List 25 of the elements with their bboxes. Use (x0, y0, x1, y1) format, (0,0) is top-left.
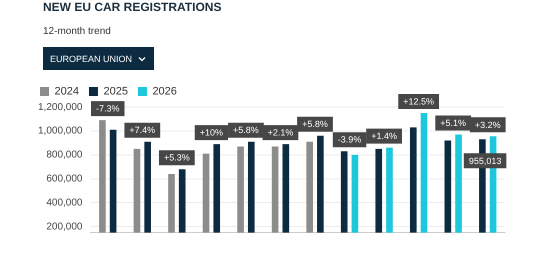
y-tick-label: 400,000 (46, 197, 83, 208)
y-tick-label: 1,000,000 (38, 126, 83, 137)
annotation: -7.3% (96, 104, 120, 114)
annotation: +10% (200, 128, 224, 138)
legend-label: 2025 (103, 86, 128, 98)
annotation: +2.1% (268, 128, 294, 138)
y-tick-label: 1,200,000 (38, 102, 83, 113)
data-label: 955,013 (468, 156, 502, 166)
chart-title: NEW EU CAR REGISTRATIONS (43, 0, 222, 14)
annotation: +5.8% (302, 119, 328, 130)
annotation: +3.2% (474, 120, 501, 130)
annotation: +5.1% (440, 118, 466, 128)
text: EUROPEAN UNION (50, 54, 132, 64)
annotation: +12.5% (403, 96, 434, 106)
y-tick-label: 200,000 (46, 221, 83, 232)
y-tick-label: 600,000 (46, 174, 83, 185)
annotation: -3.9% (338, 134, 362, 145)
legend-label: 2024 (54, 86, 79, 98)
annotation: +5.8% (233, 125, 259, 136)
annotation: +7.4% (129, 125, 156, 136)
annotation: +5.3% (164, 152, 190, 163)
annotation: +1.4% (371, 131, 397, 142)
y-tick-label: 800,000 (46, 150, 83, 161)
legend-label: 2026 (152, 86, 177, 98)
chart-subtitle: 12-month trend (43, 26, 111, 37)
